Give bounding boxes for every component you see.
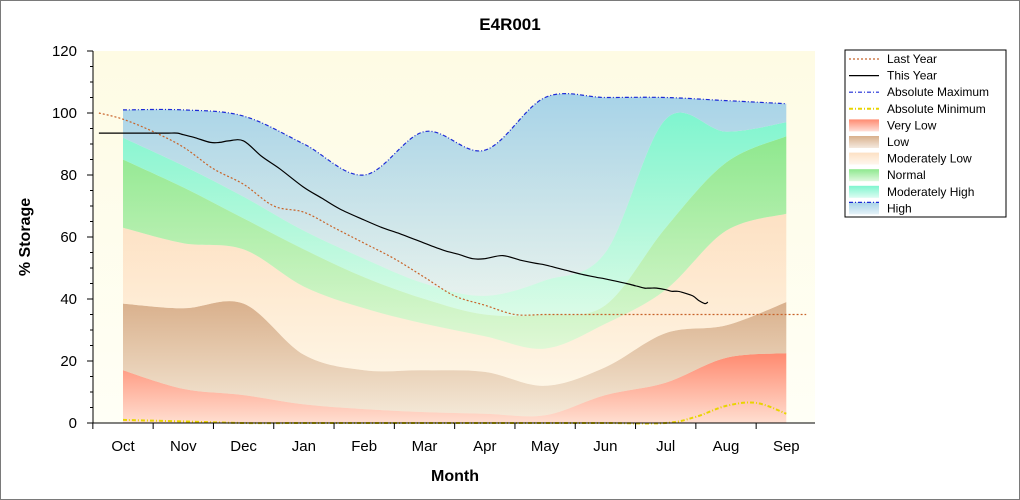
legend-swatch-very-low — [849, 119, 879, 132]
series-absolute-minimum — [122, 401, 787, 425]
legend-label-last-year: Last Year — [887, 52, 937, 66]
x-tick-label: Oct — [111, 438, 135, 455]
band-normal — [123, 136, 787, 349]
legend-label-normal: Normal — [887, 168, 926, 182]
band-very-low — [123, 353, 787, 423]
legend-swatch-normal — [849, 169, 879, 182]
legend-label-absolute-maximum: Absolute Maximum — [887, 85, 989, 99]
plot-area: 0 20 40 60 80 100 120 Oct Nov Dec Jan Feb Mar Apr May J… — [52, 43, 815, 455]
chart-title: E4R001 — [479, 15, 540, 34]
y-tick-label: 0 — [69, 415, 77, 432]
x-tick-label: Nov — [170, 438, 197, 455]
band-low — [123, 301, 787, 417]
legend-label-moderately-low: Moderately Low — [887, 152, 972, 166]
band-moderately-low — [123, 213, 787, 386]
x-tick-label: May — [531, 438, 560, 455]
x-tick-label: Jan — [292, 438, 316, 455]
band-moderately-high — [123, 112, 787, 317]
series-this-year — [98, 132, 709, 305]
legend-swatch-high — [849, 202, 879, 215]
y-tick-label: 20 — [60, 353, 77, 370]
y-axis-label: % Storage — [17, 198, 34, 276]
x-tick-label: Jul — [656, 438, 675, 455]
y-tick-label: 100 — [52, 105, 77, 122]
y-tick-label: 60 — [60, 229, 77, 246]
x-tick-label: Jun — [593, 438, 617, 455]
x-tick-label: Aug — [713, 438, 740, 455]
y-tick-label: 80 — [60, 167, 77, 184]
x-tick-label: Sep — [773, 438, 800, 455]
series-last-year — [98, 112, 807, 316]
y-tick-label: 120 — [52, 43, 77, 60]
legend-swatch-low — [849, 136, 879, 148]
x-tick-label: Apr — [473, 438, 496, 455]
legend-label-very-low: Very Low — [887, 118, 937, 132]
legend-label-high: High — [887, 201, 912, 215]
x-tick-label: Mar — [412, 438, 438, 455]
legend-label-absolute-minimum: Absolute Minimum — [887, 102, 986, 116]
legend-swatch-moderately-low — [849, 152, 879, 165]
legend: Last Year This Year Absolute Maximum Absolu… — [844, 49, 1007, 218]
legend-label-low: Low — [887, 135, 909, 149]
x-tick-label: Dec — [230, 438, 257, 455]
x-axis-label: Month — [431, 468, 479, 485]
band-high — [123, 93, 787, 296]
legend-label-moderately-high: Moderately High — [887, 185, 974, 199]
legend-swatch-moderately-high — [849, 185, 879, 198]
x-tick-label: Feb — [351, 438, 377, 455]
y-tick-label: 40 — [60, 291, 77, 308]
legend-label-this-year: This Year — [887, 69, 937, 83]
